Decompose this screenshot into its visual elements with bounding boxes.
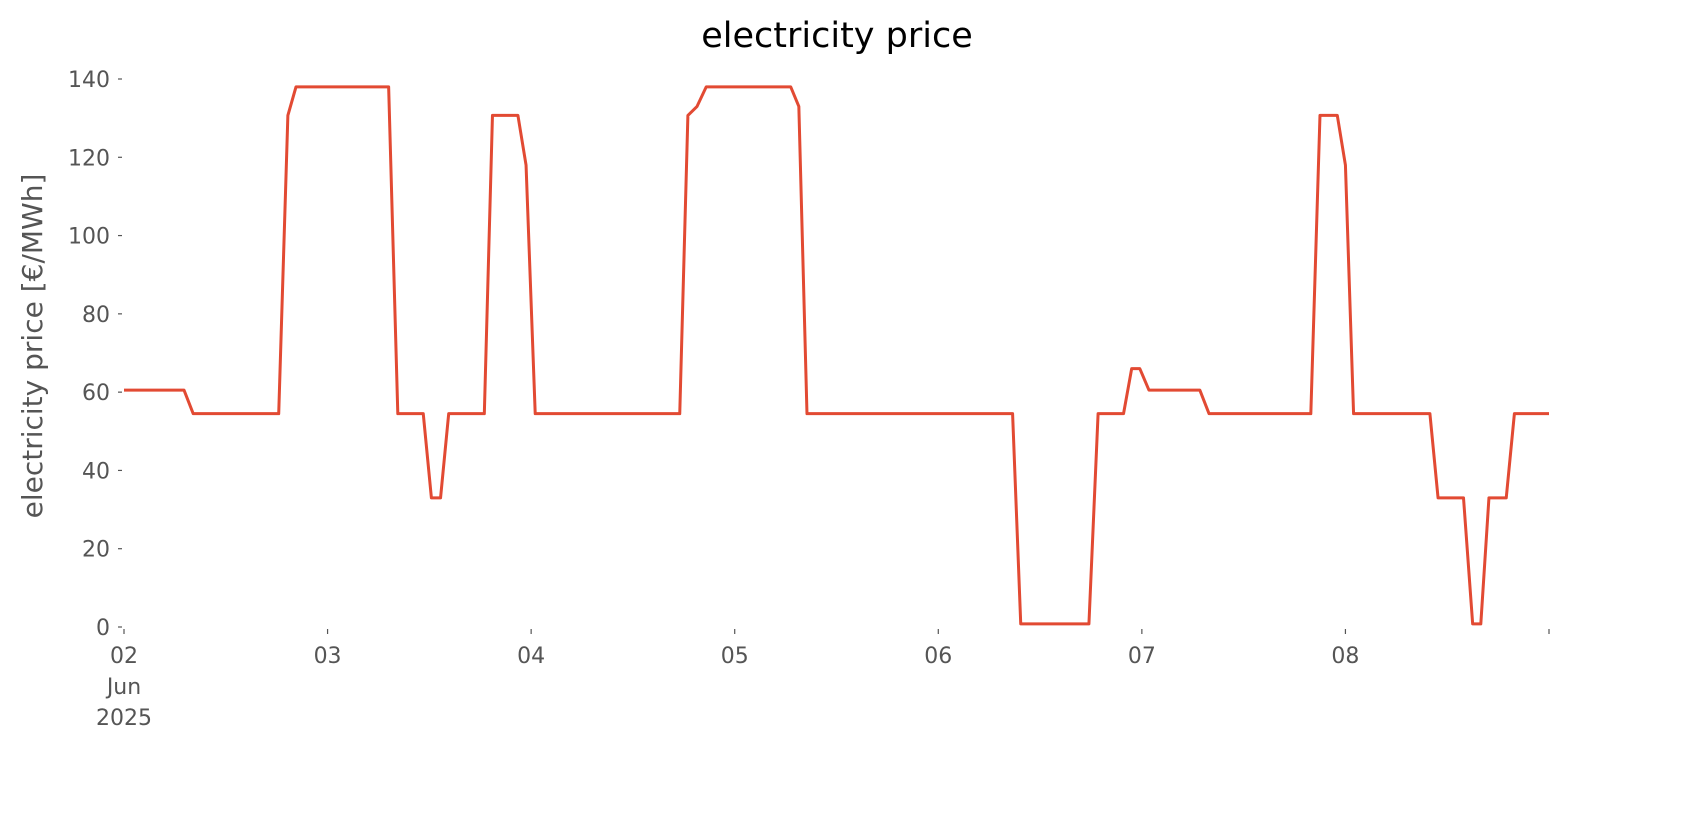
price-line [124,85,1549,626]
y-tick-label: 100 [68,225,110,250]
y-tick-label: 80 [82,303,110,328]
y-tick-label: 60 [82,381,110,406]
x-tick-label: 08 [1331,644,1359,669]
x-tick-label: 05 [721,644,749,669]
y-tick-label: 20 [82,538,110,563]
y-tick-label: 120 [68,146,110,171]
y-tick-label: 0 [96,616,110,641]
x-tick-label: 07 [1128,644,1156,669]
x-tick-label: 06 [924,644,952,669]
y-tick-label: 140 [68,68,110,93]
x-tick-label: 04 [517,644,545,669]
y-tick-label: 40 [82,459,110,484]
x-tick-label: 03 [314,644,342,669]
chart-title: electricity price [701,16,973,56]
x-tick-label: 02 Jun 2025 [96,644,152,731]
y-axis-label: electricity price [€/MWh] [16,174,49,519]
